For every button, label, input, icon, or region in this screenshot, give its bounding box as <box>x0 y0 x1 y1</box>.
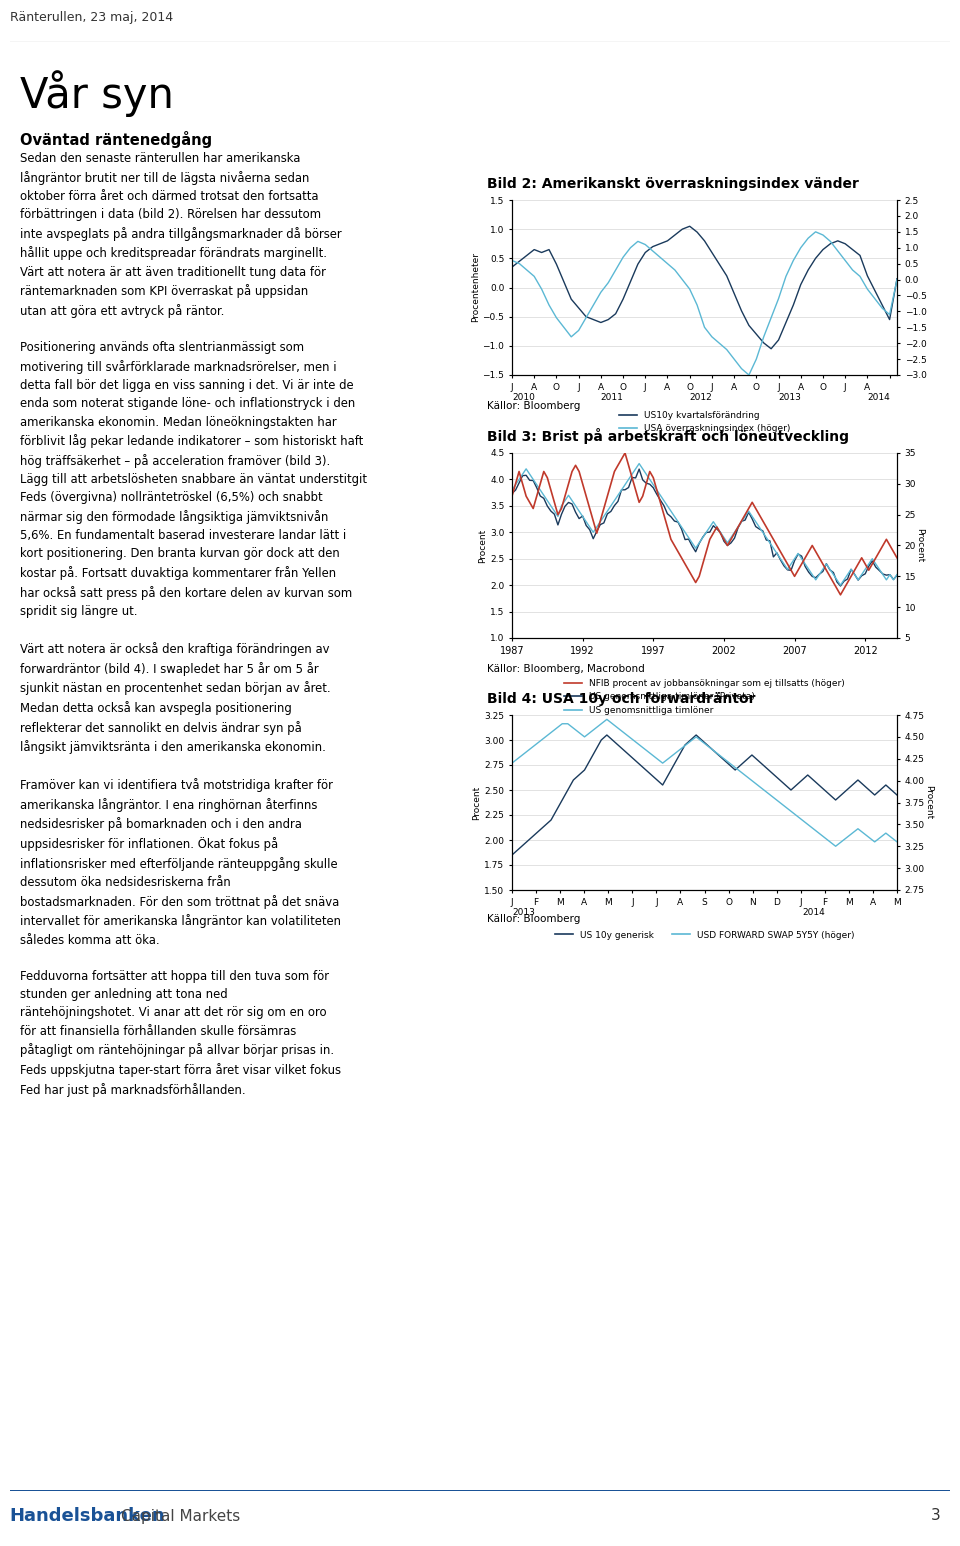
Text: 2014: 2014 <box>803 908 825 917</box>
Text: 2014: 2014 <box>868 393 890 402</box>
Text: Oväntad räntenedgång: Oväntad räntenedgång <box>20 130 212 147</box>
Text: Källor: Bloomberg, Macrobond: Källor: Bloomberg, Macrobond <box>487 663 645 674</box>
Text: 3: 3 <box>931 1509 941 1523</box>
Y-axis label: Procent: Procent <box>478 529 488 563</box>
Text: Bild 3: Brist på arbetskraft och löneutveckling: Bild 3: Brist på arbetskraft och löneutv… <box>487 428 849 444</box>
Text: 2012: 2012 <box>689 393 712 402</box>
Text: Källor: Bloomberg: Källor: Bloomberg <box>487 914 581 925</box>
Text: Sedan den senaste ränterullen har amerikanska
långräntor brutit ner till de lägs: Sedan den senaste ränterullen har amerik… <box>20 152 367 1096</box>
Text: Vår syn: Vår syn <box>20 71 174 117</box>
Text: 2010: 2010 <box>512 393 535 402</box>
Text: Capital Markets: Capital Markets <box>121 1509 240 1523</box>
Text: Bild 2: Amerikanskt överraskningsindex vänder: Bild 2: Amerikanskt överraskningsindex v… <box>487 176 859 192</box>
Y-axis label: Procentenheter: Procentenheter <box>470 252 480 323</box>
Text: 2013: 2013 <box>512 908 535 917</box>
Legend: US10y kvartalsförändring, USA överraskningsindex (höger): US10y kvartalsförändring, USA överraskni… <box>615 407 794 438</box>
Text: Källor: Bloomberg: Källor: Bloomberg <box>487 400 581 411</box>
Y-axis label: Procent: Procent <box>924 785 933 819</box>
Text: Ränterullen, 23 maj, 2014: Ränterullen, 23 maj, 2014 <box>10 11 173 25</box>
Y-axis label: Procent: Procent <box>472 785 482 819</box>
Legend: US 10y generisk, USD FORWARD SWAP 5Y5Y (höger): US 10y generisk, USD FORWARD SWAP 5Y5Y (… <box>551 928 858 943</box>
Text: Bild 4: USA 10y och forwardräntor: Bild 4: USA 10y och forwardräntor <box>487 693 756 707</box>
Text: Handelsbanken: Handelsbanken <box>10 1507 165 1524</box>
Text: 2011: 2011 <box>601 393 624 402</box>
Legend: NFIB procent av jobbansökningar som ej tillsatts (höger), US genomsnittliga timl: NFIB procent av jobbansökningar som ej t… <box>561 676 849 719</box>
Text: 2013: 2013 <box>779 393 802 402</box>
Y-axis label: Procent: Procent <box>916 529 924 563</box>
